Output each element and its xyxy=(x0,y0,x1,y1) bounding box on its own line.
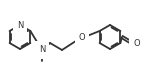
Text: N: N xyxy=(17,20,23,30)
Text: O: O xyxy=(133,38,140,48)
Text: N: N xyxy=(39,46,45,54)
Text: O: O xyxy=(79,32,85,42)
